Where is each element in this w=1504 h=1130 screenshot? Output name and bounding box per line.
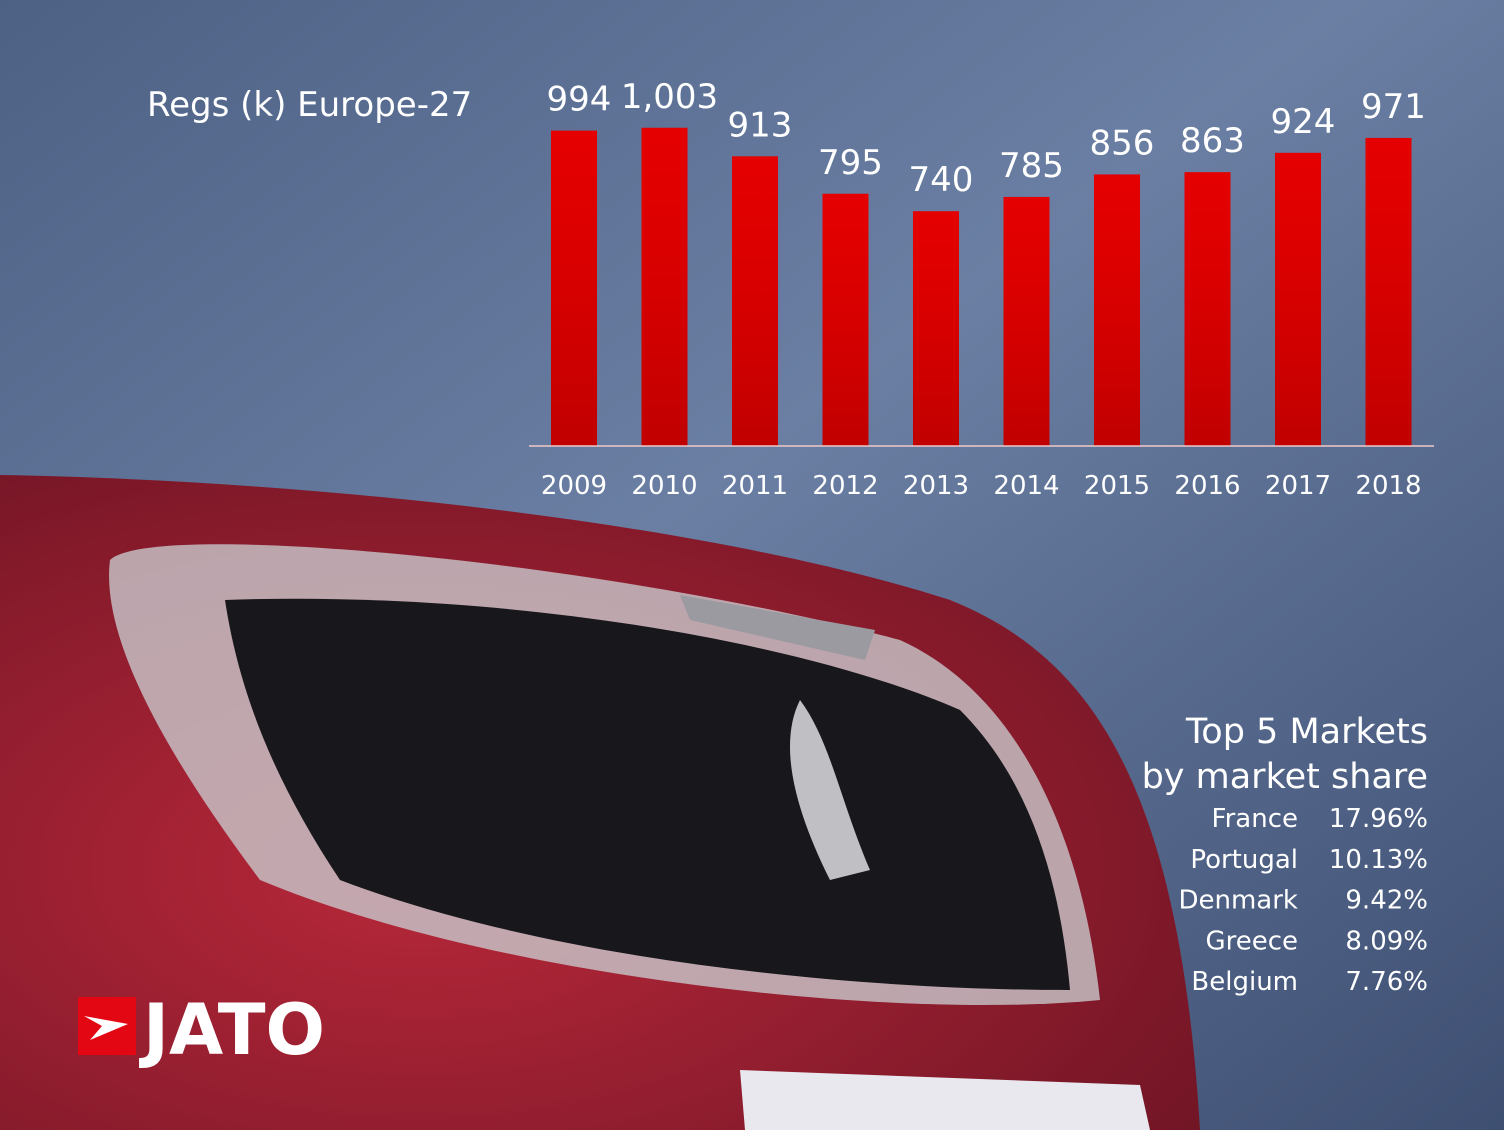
bar-shade <box>913 211 959 446</box>
bar-chart: 994 2009 1,003 2010 913 2011 795 2012 740 2013 785… <box>529 77 1434 501</box>
x-tick-label: 2011 <box>722 471 788 501</box>
logo: JATO <box>78 989 325 1071</box>
table-title: by market share <box>1142 757 1428 797</box>
market-share: 10.13% <box>1329 845 1428 875</box>
bar-shade <box>1094 174 1140 446</box>
market-share: 8.09% <box>1345 926 1428 956</box>
x-tick-label: 2012 <box>812 471 878 501</box>
market-name: Belgium <box>1191 967 1298 997</box>
table-rows: France 17.96% Portugal 10.13% Denmark 9.42% Gr… <box>1178 804 1428 997</box>
top-markets: Top 5 Markets by market share France 17.9… <box>1142 712 1428 997</box>
value-label: 795 <box>818 143 883 183</box>
logo-text: JATO <box>139 989 325 1071</box>
bar-shade <box>551 130 597 446</box>
value-label: 863 <box>1180 121 1245 161</box>
bar-shade <box>1184 172 1231 446</box>
x-tick-label: 2015 <box>1084 471 1150 501</box>
chart-title: Regs (k) Europe-27 <box>147 85 472 125</box>
car-photo <box>0 475 1200 1130</box>
market-name: Denmark <box>1178 886 1298 916</box>
table-title: Top 5 Markets <box>1185 712 1428 752</box>
value-label: 994 <box>547 80 612 120</box>
market-share: 9.42% <box>1345 886 1428 916</box>
market-name: France <box>1212 804 1298 834</box>
x-tick-label: 2018 <box>1355 471 1421 501</box>
bar-shade <box>1003 196 1050 446</box>
market-name: Greece <box>1205 926 1298 956</box>
bar-shade <box>1365 137 1412 447</box>
x-tick-label: 2009 <box>541 471 607 501</box>
x-tick-label: 2013 <box>903 471 969 501</box>
value-label: 740 <box>909 160 974 200</box>
bar-shade <box>641 127 688 446</box>
value-label: 785 <box>999 146 1064 186</box>
value-label: 924 <box>1271 102 1336 142</box>
x-tick-label: 2016 <box>1174 471 1240 501</box>
bar-shade <box>822 193 869 446</box>
bar-shade <box>732 156 778 446</box>
market-name: Portugal <box>1190 845 1298 875</box>
x-tick-label: 2010 <box>631 471 697 501</box>
value-label: 856 <box>1090 123 1155 163</box>
market-share: 17.96% <box>1329 804 1428 834</box>
x-tick-label: 2017 <box>1265 471 1331 501</box>
value-label: 1,003 <box>621 77 718 117</box>
bar-shade <box>1275 152 1321 446</box>
value-label: 913 <box>728 105 793 145</box>
value-label: 971 <box>1361 87 1426 127</box>
x-tick-label: 2014 <box>993 471 1059 501</box>
market-share: 7.76% <box>1345 967 1428 997</box>
